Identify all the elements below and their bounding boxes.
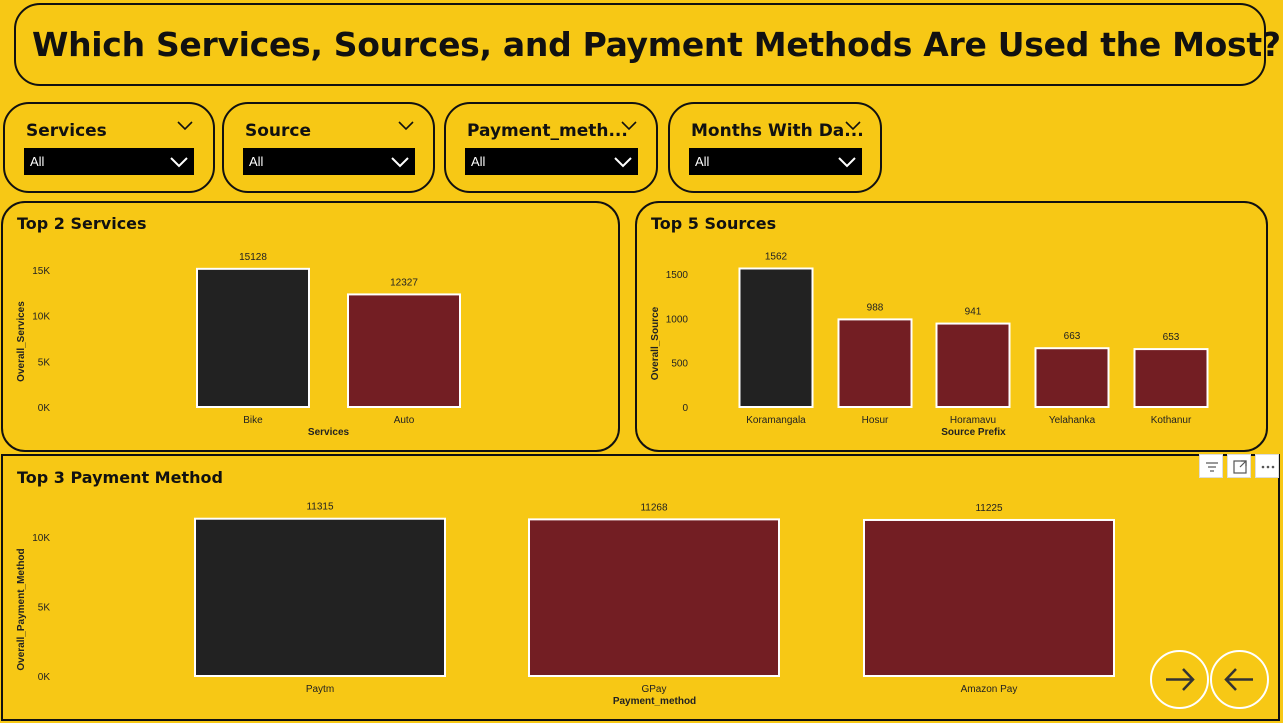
y-tick-label: 0 [682,403,688,414]
y-tick-label: 10K [32,312,50,323]
y-tick-label: 1500 [666,270,689,281]
x-axis-label: Services [308,427,350,438]
filter-icon[interactable] [1199,454,1223,478]
x-tick-label: Auto [394,415,415,426]
slicer-payment-method[interactable]: Payment_meth... All [444,102,658,193]
arrow-left-icon [1224,668,1253,691]
x-tick-label: Paytm [306,684,334,695]
x-tick-label: Yelahanka [1049,415,1096,426]
slicer-dropdown[interactable]: All [465,148,638,175]
bar [194,517,446,677]
bar [196,267,310,408]
y-tick-label: 5K [38,603,51,614]
y-tick-label: 0K [38,403,51,414]
bar [863,518,1115,677]
slicer-value: All [30,154,45,169]
x-tick-label: Horamavu [950,415,996,426]
chart-title: Top 2 Services [17,214,147,233]
data-label: 11315 [306,502,334,513]
data-label: 11225 [975,503,1003,514]
x-tick-label: Kothanur [1151,415,1192,426]
slicer-value: All [471,154,486,169]
bar [1133,348,1209,409]
chart-title: Top 3 Payment Method [17,468,223,487]
data-label: 663 [1064,331,1081,342]
slicer-source[interactable]: Source All [222,102,435,193]
slicer-dropdown[interactable]: All [689,148,862,175]
payment-chart-panel[interactable]: Top 3 Payment Method [1,454,1280,721]
data-label: 1562 [765,252,788,263]
arrow-right-icon [1166,668,1195,691]
data-label: 12327 [390,277,418,288]
x-tick-label: Hosur [862,415,889,426]
chevron-down-icon[interactable] [843,118,863,134]
x-tick-label: Bike [243,415,263,426]
chart-title: Top 5 Sources [651,214,777,233]
x-axis-label: Source Prefix [941,427,1006,438]
back-page-button[interactable] [1210,650,1269,709]
bar [528,518,780,678]
x-tick-label: Amazon Pay [961,684,1018,695]
y-tick-label: 500 [671,359,688,370]
y-tick-label: 5K [38,357,51,368]
focus-mode-icon[interactable] [1227,454,1251,478]
bar [738,267,814,408]
chevron-down-icon[interactable] [396,118,416,134]
data-label: 941 [965,307,982,318]
y-tick-label: 1000 [666,314,689,325]
slicer-dropdown[interactable]: All [243,148,415,175]
sources-chart-panel[interactable]: Top 5 Sources [635,201,1268,452]
chevron-down-icon [170,157,188,168]
slicer-title: Months With Da... [691,121,864,141]
page-title: Which Services, Sources, and Payment Met… [32,25,1281,64]
chevron-down-icon[interactable] [175,118,195,134]
bar [935,322,1011,408]
y-axis-label: Overall_Payment_Method [16,548,27,670]
data-label: 988 [867,302,884,313]
chevron-down-icon [391,157,409,168]
chevron-down-icon [838,157,856,168]
x-axis-label: Payment_method [613,696,696,707]
bar [347,293,461,408]
chevron-down-icon[interactable] [619,118,639,134]
slicer-title: Services [26,121,107,141]
services-chart-panel[interactable]: Top 2 Services [1,201,620,452]
y-axis-label: Overall_Source [650,306,661,380]
next-page-button[interactable] [1150,650,1209,709]
slicer-value: All [249,154,264,169]
chevron-down-icon [614,157,632,168]
title-banner: Which Services, Sources, and Payment Met… [14,3,1281,86]
slicer-title: Source [245,121,312,141]
data-label: 653 [1163,332,1180,343]
more-options-icon[interactable] [1255,454,1279,478]
data-label: 15128 [239,252,267,263]
slicer-title: Payment_meth... [467,121,628,141]
y-axis-label: Overall_Services [16,301,27,382]
slicer-services[interactable]: Services All [3,102,215,193]
slicer-months[interactable]: Months With Da... All [668,102,882,193]
x-tick-label: Koramangala [746,415,806,426]
data-label: 11268 [640,502,668,513]
x-tick-label: GPay [641,684,666,695]
bar [1034,347,1110,408]
slicer-value: All [695,154,710,169]
bar [837,318,913,409]
y-tick-label: 10K [32,533,50,544]
y-tick-label: 0K [38,672,51,683]
y-tick-label: 15K [32,266,50,277]
slicer-dropdown[interactable]: All [24,148,194,175]
